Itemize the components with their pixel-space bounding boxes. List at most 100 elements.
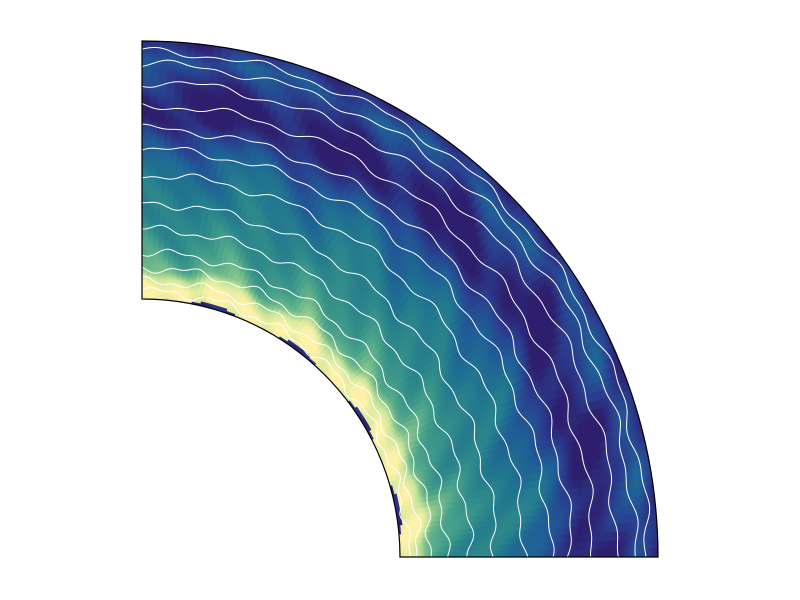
field-cell bbox=[236, 279, 243, 285]
field-cell bbox=[324, 337, 331, 344]
field-cell bbox=[272, 329, 278, 335]
field-cell bbox=[364, 421, 370, 428]
field-cell bbox=[290, 297, 297, 303]
field-cell bbox=[405, 470, 411, 477]
field-cell bbox=[354, 357, 361, 364]
field-cell bbox=[377, 445, 383, 452]
field-cell bbox=[275, 313, 282, 319]
field-cell bbox=[252, 281, 259, 287]
field-cell bbox=[299, 329, 306, 335]
field-cell bbox=[372, 422, 378, 429]
field-cell bbox=[279, 296, 286, 302]
field-cell bbox=[217, 271, 224, 277]
field-cell bbox=[146, 289, 152, 293]
field-cell bbox=[397, 442, 403, 449]
field-cell bbox=[317, 345, 324, 352]
field-cell bbox=[223, 287, 230, 292]
field-cell bbox=[308, 333, 315, 339]
field-cell bbox=[346, 383, 352, 390]
field-cell bbox=[239, 299, 246, 305]
field-cell bbox=[363, 381, 370, 388]
field-cell bbox=[352, 378, 359, 385]
field-cell bbox=[287, 313, 294, 319]
field-cell bbox=[367, 425, 373, 432]
field-cell bbox=[322, 361, 328, 368]
field-cell bbox=[401, 411, 407, 419]
field-cell bbox=[322, 324, 329, 331]
field-cell bbox=[269, 293, 276, 299]
field-cell bbox=[212, 272, 219, 277]
field-cell bbox=[344, 359, 351, 366]
field-cell bbox=[326, 327, 333, 334]
field-cell bbox=[222, 275, 229, 280]
field-cell bbox=[311, 321, 318, 328]
field-cell bbox=[305, 338, 311, 344]
field-cell bbox=[399, 441, 405, 448]
field-cell bbox=[365, 387, 371, 394]
field-cell bbox=[251, 320, 257, 326]
field-cell bbox=[393, 398, 399, 405]
field-cell bbox=[337, 337, 344, 344]
field-cell bbox=[378, 383, 385, 390]
field-cell bbox=[396, 463, 401, 470]
field-cell bbox=[401, 440, 406, 447]
field-cell bbox=[393, 449, 398, 456]
field-cell bbox=[146, 272, 153, 276]
field-cell bbox=[371, 400, 378, 407]
field-cell bbox=[312, 311, 319, 318]
field-cell bbox=[405, 449, 410, 456]
field-cell bbox=[393, 415, 400, 423]
field-cell bbox=[351, 373, 357, 380]
field-cell bbox=[370, 418, 376, 425]
field-cell bbox=[408, 425, 414, 433]
field-cell bbox=[413, 446, 418, 453]
field-cell bbox=[290, 325, 297, 331]
field-cell bbox=[278, 308, 285, 314]
field-cell bbox=[300, 319, 307, 325]
field-cell bbox=[226, 276, 234, 282]
field-cell bbox=[216, 276, 223, 281]
field-cell bbox=[396, 458, 402, 465]
field-cell bbox=[328, 368, 335, 374]
field-cell bbox=[296, 316, 303, 323]
field-cell bbox=[310, 353, 317, 360]
field-cell bbox=[363, 411, 369, 418]
field-cell bbox=[212, 292, 218, 297]
field-cell bbox=[270, 313, 277, 319]
field-cell bbox=[306, 310, 314, 317]
field-cell bbox=[255, 322, 261, 328]
field-cell bbox=[280, 332, 287, 338]
field-cell bbox=[284, 316, 291, 323]
field-cell bbox=[370, 406, 377, 413]
field-cell bbox=[271, 289, 278, 295]
field-cell bbox=[389, 440, 395, 447]
field-cell bbox=[349, 374, 356, 381]
field-cell bbox=[253, 314, 260, 320]
field-cell bbox=[247, 307, 253, 312]
field-cell bbox=[309, 347, 316, 354]
field-cell bbox=[385, 414, 392, 421]
field-cell bbox=[328, 355, 334, 361]
field-cell bbox=[273, 327, 279, 333]
field-cell bbox=[229, 284, 236, 289]
field-cell bbox=[142, 261, 148, 265]
field-cell bbox=[380, 400, 386, 408]
field-cell bbox=[332, 371, 338, 378]
field-cell bbox=[399, 446, 404, 453]
field-cell bbox=[414, 456, 420, 464]
field-cell bbox=[248, 277, 255, 283]
field-cell bbox=[384, 426, 390, 433]
field-cell bbox=[335, 332, 342, 339]
field-cell bbox=[328, 361, 335, 368]
field-cell bbox=[340, 349, 347, 356]
field-cell bbox=[432, 546, 435, 553]
field-cell bbox=[319, 350, 326, 357]
field-cell bbox=[420, 460, 425, 467]
field-cell bbox=[387, 456, 392, 463]
field-cell bbox=[308, 325, 315, 331]
field-cell bbox=[390, 393, 397, 401]
field-cell bbox=[274, 315, 281, 321]
field-cell bbox=[242, 305, 249, 310]
field-cell bbox=[142, 296, 148, 300]
field-cell bbox=[320, 334, 327, 340]
